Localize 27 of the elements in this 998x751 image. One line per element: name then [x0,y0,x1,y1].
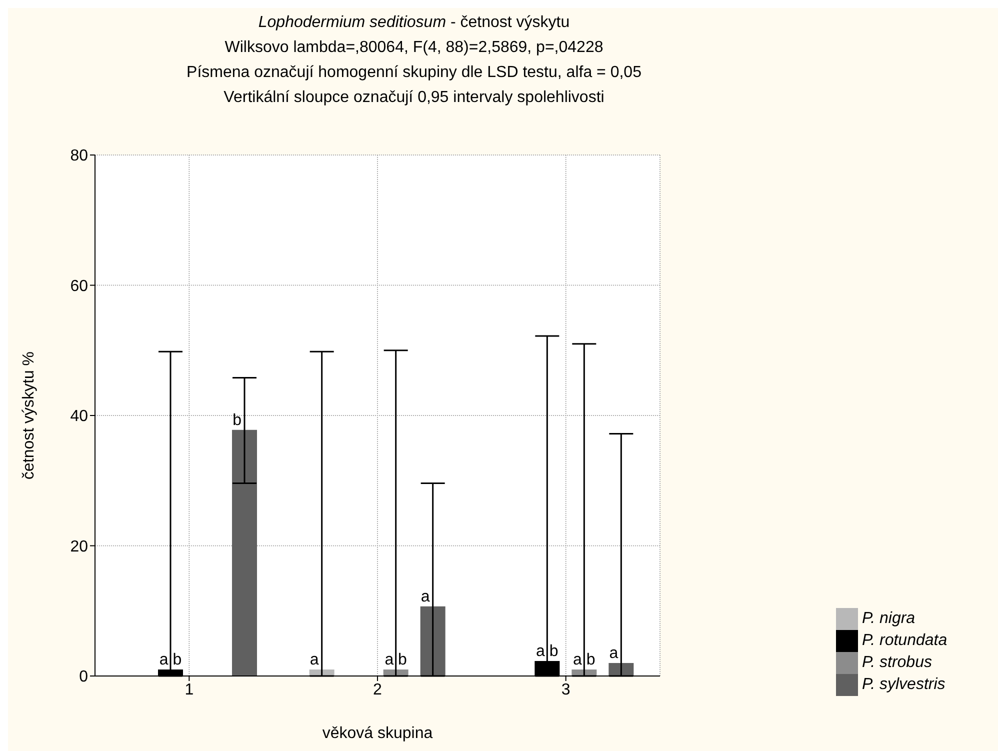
y-tick-label: 20 [70,538,88,556]
chart-subtitle: Wilksovo lambda=,80064, F(4, 88)=2,5869, p=,04228 Písmena označují homogenní skupiny dle LSD testu, alfa = 0,05 Vertikální sloupce označují 0,95 intervaly spolehlivosti [186,38,642,108]
y-tick-label: 40 [70,408,88,426]
legend-label: P. strobus [862,654,932,672]
y-tick-label: 80 [70,148,88,165]
data-label: a [420,588,430,606]
data-label: b [232,412,242,429]
x-tick-label: 2 [373,681,382,698]
legend-label: P. nigra [862,610,916,628]
data-label: a b [573,651,596,668]
bar [420,606,446,676]
data-label: a b [536,643,558,660]
legend-label: P. rotundata [862,632,948,650]
bar [232,430,257,676]
data-label: a b [384,651,408,668]
x-axis-title: věková skupina [322,725,433,742]
legend-label: P. sylvestris [862,676,946,694]
y-tick-label: 0 [79,668,88,686]
chart-title: Lophodermium seditiosum - četnost výskytu [257,13,571,33]
bar [608,662,634,676]
x-tick-label: 1 [184,681,194,698]
data-label: a b [159,651,182,668]
y-tick-label: 60 [70,278,88,295]
x-tick-label: 3 [561,681,570,698]
y-axis-title: četnost výskytu % [20,351,38,480]
data-label: a [609,644,618,662]
data-label: a [310,651,319,668]
